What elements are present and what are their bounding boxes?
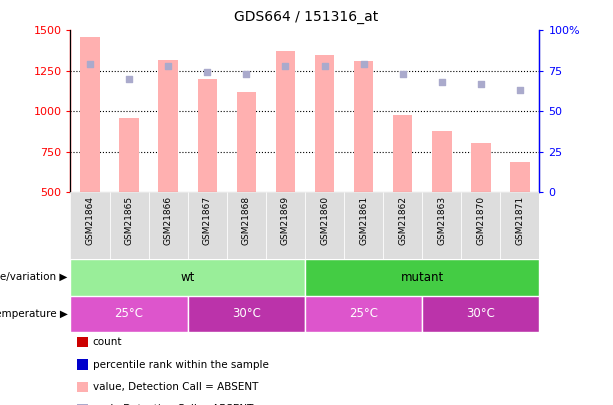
Bar xyxy=(197,79,217,192)
Text: GSM21868: GSM21868 xyxy=(242,196,251,245)
Point xyxy=(85,61,95,68)
Point xyxy=(319,63,329,69)
Bar xyxy=(276,51,295,192)
Bar xyxy=(393,115,413,192)
Bar xyxy=(70,296,188,332)
Bar xyxy=(462,192,500,259)
Text: 30°C: 30°C xyxy=(232,307,261,320)
Bar xyxy=(422,296,539,332)
Text: 25°C: 25°C xyxy=(115,307,143,320)
Bar xyxy=(70,259,305,296)
Bar xyxy=(110,192,149,259)
Text: 30°C: 30°C xyxy=(466,307,495,320)
Text: GSM21869: GSM21869 xyxy=(281,196,290,245)
Bar xyxy=(305,296,422,332)
Bar xyxy=(70,192,110,259)
Text: wt: wt xyxy=(181,271,195,284)
Bar xyxy=(314,55,334,192)
Text: value, Detection Call = ABSENT: value, Detection Call = ABSENT xyxy=(93,382,258,392)
Bar xyxy=(471,143,490,192)
Point xyxy=(202,69,212,76)
Bar xyxy=(227,192,266,259)
Text: GSM21866: GSM21866 xyxy=(164,196,173,245)
Bar xyxy=(354,61,373,192)
Text: 25°C: 25°C xyxy=(349,307,378,320)
Text: count: count xyxy=(93,337,122,347)
Bar xyxy=(120,118,139,192)
Text: GSM21870: GSM21870 xyxy=(476,196,485,245)
Bar xyxy=(383,192,422,259)
Bar xyxy=(80,37,100,192)
Bar xyxy=(432,131,452,192)
Point xyxy=(515,87,525,94)
Text: GSM21864: GSM21864 xyxy=(86,196,94,245)
Text: rank, Detection Call = ABSENT: rank, Detection Call = ABSENT xyxy=(93,404,253,405)
Text: GSM21871: GSM21871 xyxy=(516,196,524,245)
Text: GSM21860: GSM21860 xyxy=(320,196,329,245)
Text: GSM21862: GSM21862 xyxy=(398,196,407,245)
Bar xyxy=(305,259,539,296)
Text: genotype/variation ▶: genotype/variation ▶ xyxy=(0,273,67,282)
Point xyxy=(476,81,485,87)
Point xyxy=(398,71,408,77)
Bar xyxy=(188,296,305,332)
Bar xyxy=(266,192,305,259)
Point xyxy=(359,61,368,68)
Bar xyxy=(149,192,188,259)
Point xyxy=(124,76,134,82)
Bar xyxy=(158,60,178,192)
Text: GSM21863: GSM21863 xyxy=(437,196,446,245)
Point xyxy=(163,63,173,69)
Text: GSM21865: GSM21865 xyxy=(124,196,134,245)
Text: GSM21861: GSM21861 xyxy=(359,196,368,245)
Point xyxy=(437,79,447,85)
Bar xyxy=(510,162,530,192)
Text: GSM21867: GSM21867 xyxy=(203,196,211,245)
Text: mutant: mutant xyxy=(400,271,444,284)
Point xyxy=(281,63,291,69)
Bar xyxy=(500,192,539,259)
Bar xyxy=(237,92,256,192)
Text: percentile rank within the sample: percentile rank within the sample xyxy=(93,360,268,369)
Bar xyxy=(305,192,344,259)
Bar xyxy=(188,192,227,259)
Bar xyxy=(344,192,383,259)
Text: temperature ▶: temperature ▶ xyxy=(0,309,67,319)
Point xyxy=(242,71,251,77)
Bar xyxy=(422,192,462,259)
Text: GDS664 / 151316_at: GDS664 / 151316_at xyxy=(234,10,379,24)
